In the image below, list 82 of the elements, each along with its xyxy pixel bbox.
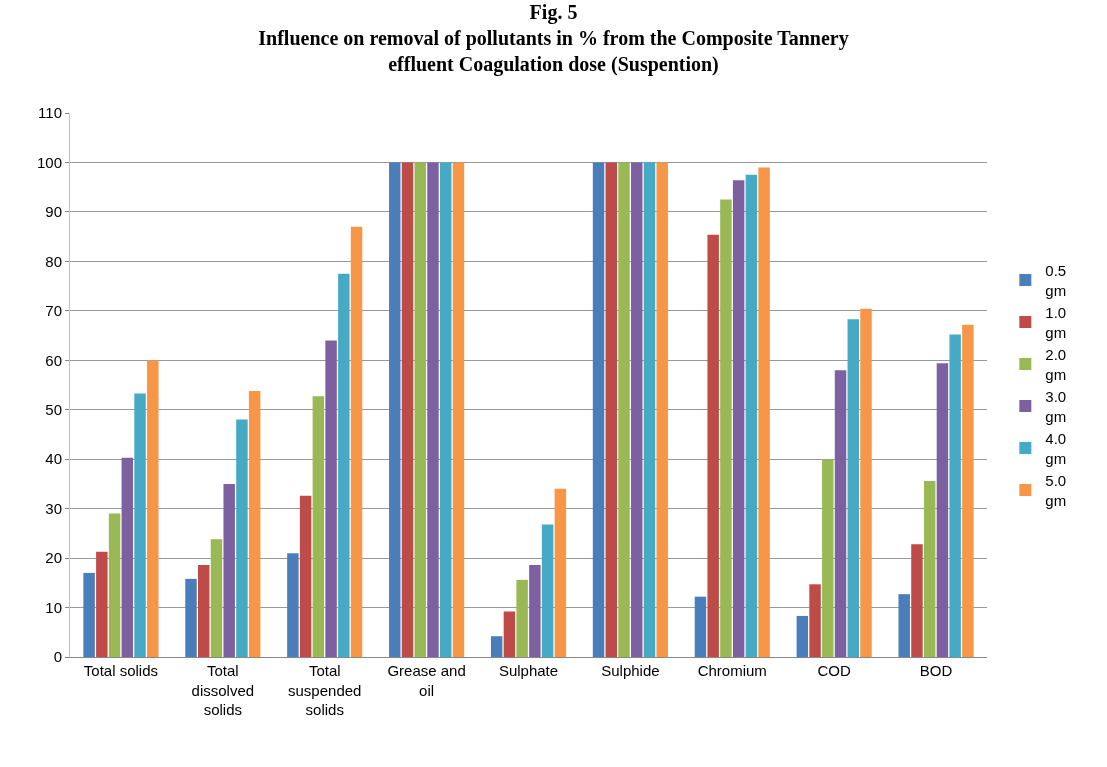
bar	[618, 162, 630, 657]
bar	[860, 308, 872, 657]
legend-label: 5.0 gm	[1045, 472, 1067, 509]
legend-label: 4.0 gm	[1045, 430, 1067, 467]
bar	[185, 578, 197, 657]
bar	[108, 513, 121, 657]
legend-label: 3.0 gm	[1045, 388, 1067, 425]
x-tick-label: Chromium	[697, 662, 767, 679]
bar	[439, 162, 452, 657]
y-tick-label: 40	[45, 450, 62, 468]
bar	[923, 480, 936, 657]
chart-title: Fig. 5 Influence on removal of pollutants in % from the Composite Tannery effluent Coagulation dose (Suspention)	[258, 1, 849, 77]
bar	[529, 565, 541, 657]
bar	[389, 162, 401, 657]
bar	[96, 551, 108, 657]
x-tick-label: Sulphide	[601, 662, 660, 679]
bar	[949, 334, 961, 657]
bar	[898, 594, 910, 657]
bar	[656, 162, 668, 657]
bar	[541, 524, 554, 657]
bar	[401, 162, 414, 657]
bar	[490, 636, 503, 657]
bar	[325, 340, 337, 657]
bar	[414, 162, 426, 657]
bar	[121, 457, 134, 657]
bar	[758, 167, 770, 657]
bar	[287, 553, 299, 657]
y-tick-label: 60	[45, 351, 62, 369]
bar	[809, 584, 821, 657]
bar	[427, 162, 439, 657]
y-tick-label: 100	[36, 153, 62, 171]
x-tick-label: BOD	[919, 662, 953, 679]
bar	[592, 162, 605, 657]
x-tick-label: Total suspended solids	[288, 662, 362, 718]
bar	[605, 162, 618, 657]
bar	[312, 396, 325, 657]
bar	[796, 615, 809, 657]
bar	[223, 483, 235, 657]
y-tick-label: 30	[45, 499, 62, 517]
y-tick-label: 20	[45, 549, 62, 567]
x-tick-label: Grease and oil	[387, 662, 466, 699]
bar	[732, 180, 745, 657]
bar	[822, 459, 834, 657]
bar	[350, 226, 363, 657]
bar	[147, 360, 159, 657]
bar	[516, 579, 528, 657]
bar	[248, 390, 261, 657]
y-tick-label: 50	[45, 400, 62, 418]
bar	[911, 544, 923, 657]
bar	[694, 596, 707, 657]
legend-label: 1.0 gm	[1045, 304, 1067, 341]
x-tick-label: Total solids	[83, 662, 159, 679]
bar	[745, 174, 758, 657]
legend-label: 2.0 gm	[1045, 346, 1067, 383]
y-tick-label: 90	[45, 203, 62, 221]
bar	[554, 488, 567, 657]
bar	[503, 611, 516, 657]
bar	[452, 162, 465, 657]
bar	[847, 319, 859, 657]
legend-label: 0.5 gm	[1045, 262, 1067, 299]
y-tick-label: 70	[45, 302, 62, 320]
bar	[198, 565, 210, 657]
y-tick-label: 0	[53, 648, 62, 666]
bar	[210, 539, 223, 657]
bar	[936, 363, 949, 657]
bar	[631, 162, 643, 657]
bar	[236, 419, 248, 657]
bar	[83, 572, 95, 657]
y-tick-label: 110	[38, 104, 62, 122]
x-tick-label: Total dissolved solids	[191, 662, 255, 718]
bar	[834, 370, 847, 657]
bar	[299, 495, 312, 657]
bar	[720, 199, 732, 657]
x-tick-label: COD	[817, 662, 851, 679]
y-tick-label: 10	[45, 598, 62, 616]
bar	[338, 273, 350, 657]
bar	[643, 162, 656, 657]
bar	[962, 324, 974, 657]
bar	[134, 393, 146, 657]
x-tick-label: Sulphate	[498, 662, 559, 679]
bar	[707, 234, 719, 657]
y-tick-label: 80	[45, 252, 62, 270]
